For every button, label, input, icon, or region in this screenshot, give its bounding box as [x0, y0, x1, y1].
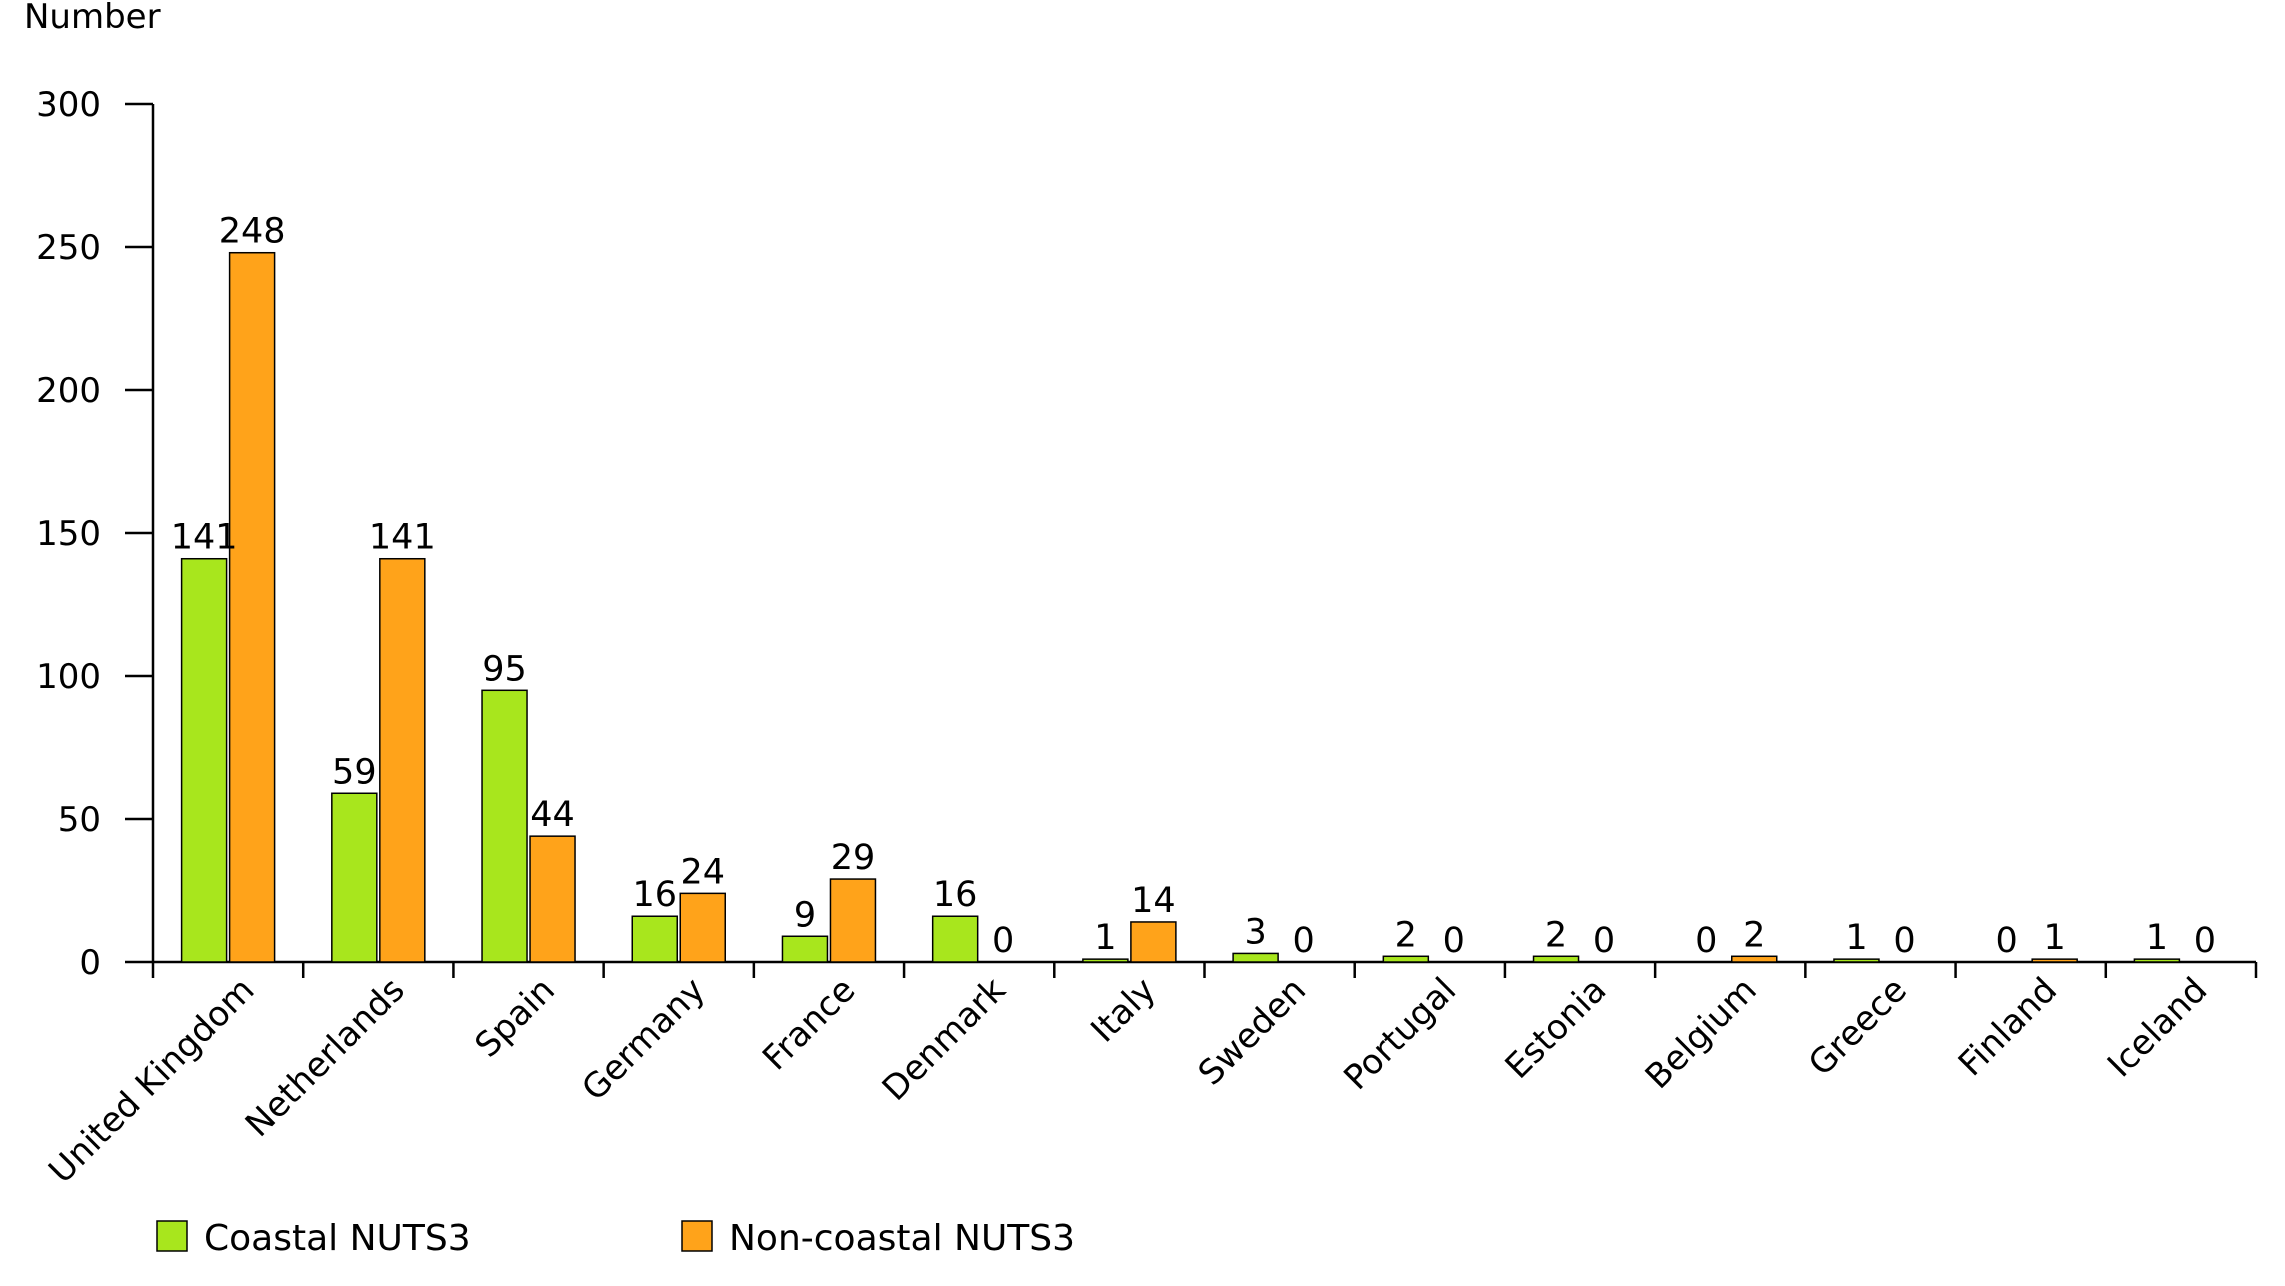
category-label: Belgium	[1638, 970, 1765, 1097]
value-label: 1	[1094, 918, 1116, 958]
value-label: 14	[1131, 881, 1176, 921]
y-tick-label: 300	[36, 85, 101, 125]
value-label: 0	[992, 921, 1014, 961]
value-label: 0	[1292, 921, 1314, 961]
bars	[180, 251, 2181, 963]
bar-non-coastal	[2031, 958, 2078, 963]
y-axis-label: Number	[24, 0, 161, 37]
x-axis	[151, 960, 2258, 978]
legend-label: Non-coastal NUTS3	[729, 1218, 1075, 1259]
bar-non-coastal	[228, 251, 276, 963]
category-label: Denmark	[875, 970, 1014, 1109]
bar-coastal	[481, 689, 528, 963]
bar-coastal	[1532, 955, 1580, 963]
bar-coastal	[931, 915, 979, 963]
value-label: 1	[2146, 918, 2168, 958]
bar-non-coastal	[679, 892, 726, 963]
bar-non-coastal	[1130, 921, 1177, 963]
legend-swatch	[681, 1220, 713, 1252]
value-label: 141	[171, 518, 238, 558]
value-label: 248	[219, 212, 286, 252]
category-label: Spain	[467, 970, 562, 1065]
category-label: Portugal	[1336, 970, 1464, 1098]
value-label: 44	[530, 795, 575, 835]
category-label: France	[755, 970, 863, 1078]
bar-coastal	[781, 935, 829, 963]
value-label: 2	[1395, 915, 1417, 955]
category-label: Iceland	[2100, 970, 2215, 1085]
value-label: 1	[2044, 918, 2066, 958]
y-tick-label: 250	[36, 228, 101, 268]
bar-coastal	[1833, 958, 1880, 963]
value-label: 0	[1996, 921, 2018, 961]
value-label: 29	[831, 838, 876, 878]
value-label: 2	[1545, 915, 1567, 955]
value-label: 16	[632, 875, 677, 915]
value-label: 24	[680, 852, 725, 892]
category-label: Italy	[1083, 970, 1163, 1050]
value-label: 1	[1845, 918, 1867, 958]
y-tick-label: 100	[36, 657, 101, 697]
y-axis: 0 50 100 150 200 250 300	[36, 85, 155, 983]
value-label: 3	[1244, 912, 1266, 952]
category-label: Greece	[1801, 970, 1915, 1084]
bar-coastal	[631, 915, 678, 963]
category-label: Finland	[1951, 970, 2065, 1084]
y-tick-label: 50	[58, 800, 101, 840]
bar-coastal	[331, 792, 378, 963]
category-label: United Kingdom	[41, 970, 262, 1191]
value-label: 16	[933, 875, 978, 915]
bar-non-coastal	[529, 835, 576, 963]
bar-coastal	[180, 557, 228, 963]
value-label: 0	[1443, 921, 1465, 961]
bar-coastal	[1232, 952, 1279, 963]
category-label: Sweden	[1191, 970, 1314, 1093]
value-label: 141	[369, 518, 436, 558]
value-label: 0	[1893, 921, 1915, 961]
category-label: Netherlands	[238, 970, 413, 1145]
bar-non-coastal	[379, 557, 426, 963]
value-label: 0	[1593, 921, 1615, 961]
y-tick-label: 0	[79, 943, 101, 983]
category-label: Estonia	[1498, 970, 1615, 1087]
bar-coastal	[2133, 958, 2181, 963]
value-label: 0	[1695, 921, 1717, 961]
bar-coastal	[1382, 955, 1430, 963]
bar-non-coastal	[829, 878, 877, 963]
bar-coastal	[1082, 958, 1129, 963]
category-label: Germany	[574, 970, 713, 1109]
legend-swatch	[156, 1220, 188, 1252]
legend-label: Coastal NUTS3	[204, 1218, 471, 1259]
value-label: 2	[1743, 915, 1765, 955]
value-label: 0	[2194, 921, 2216, 961]
value-label: 95	[482, 649, 527, 689]
y-tick-label: 200	[36, 371, 101, 411]
value-label: 59	[332, 752, 377, 792]
bar-non-coastal	[1731, 955, 1778, 963]
value-label: 9	[794, 895, 816, 935]
legend: Coastal NUTS3 Non-coastal NUTS3	[156, 1218, 1075, 1259]
y-tick-label: 150	[36, 514, 101, 554]
